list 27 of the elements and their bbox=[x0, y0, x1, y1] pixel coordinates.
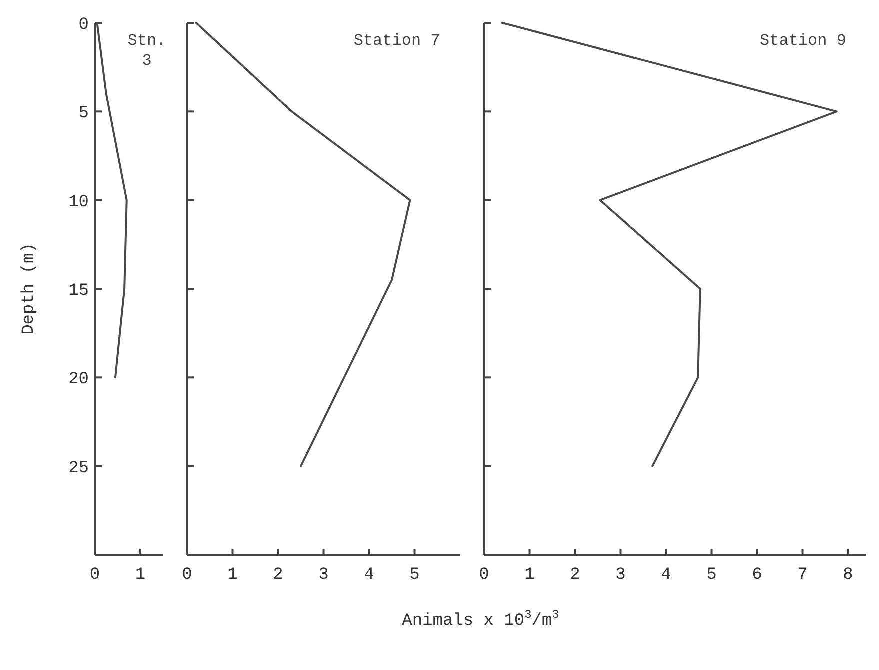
y-tick-label: 20 bbox=[68, 370, 89, 390]
x-tick-label: 5 bbox=[706, 566, 717, 585]
text: Station 9 bbox=[760, 32, 846, 50]
y-tick-label: 25 bbox=[68, 459, 89, 478]
x-tick-label: 1 bbox=[524, 566, 535, 585]
x-tick-label: 3 bbox=[616, 566, 626, 585]
y-tick-label: 5 bbox=[78, 104, 89, 124]
x-tick-label: 3 bbox=[318, 566, 329, 585]
y-tick-label: 15 bbox=[68, 282, 89, 301]
x-axis-title: Animals x 10$^{3}$/m$^{3}$ bbox=[402, 608, 560, 631]
y-tick-label: 0 bbox=[78, 16, 89, 35]
x-tick-label: 0 bbox=[182, 566, 192, 585]
x-tick-label: 1 bbox=[135, 566, 146, 585]
y-tick-label: 10 bbox=[68, 193, 89, 212]
x-tick-label: 1 bbox=[228, 566, 238, 585]
x-tick-label: 2 bbox=[273, 566, 284, 585]
x-tick-label: 6 bbox=[752, 566, 762, 585]
x-tick-label: 0 bbox=[479, 566, 490, 585]
text: Station 7 bbox=[354, 32, 440, 50]
x-tick-label: 4 bbox=[661, 566, 672, 585]
text: Stn. 3 bbox=[128, 32, 166, 70]
y-axis-title: Depth (m) bbox=[20, 243, 39, 335]
x-tick-label: 8 bbox=[843, 566, 854, 585]
x-tick-label: 5 bbox=[410, 566, 420, 585]
x-tick-label: 4 bbox=[364, 566, 374, 585]
x-tick-label: 2 bbox=[570, 566, 580, 585]
x-tick-label: 7 bbox=[798, 566, 808, 585]
